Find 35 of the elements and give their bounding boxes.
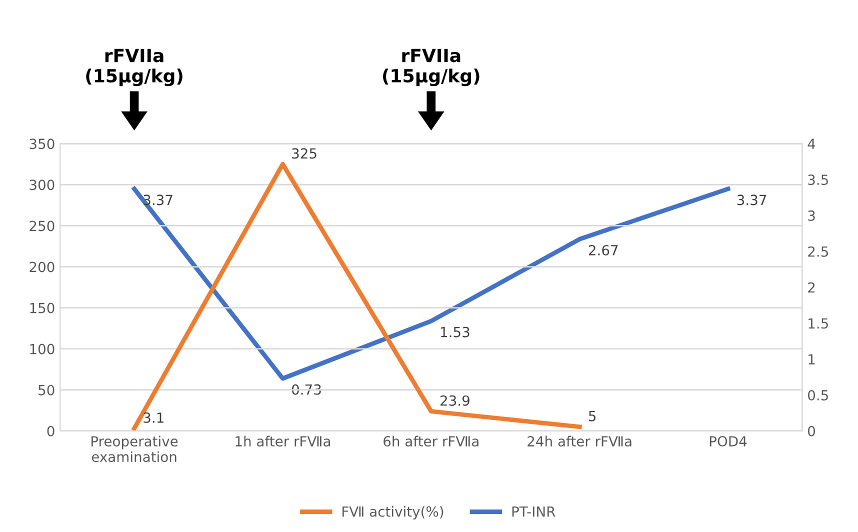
y2-tick-label: 4: [808, 138, 816, 149]
y-tick-label: 250: [30, 220, 54, 232]
y2-tick-label: 2: [808, 282, 815, 293]
text: rFVIIa (15μg/kg): [86, 48, 182, 86]
x-tick-label: 24h after rFⅦa: [528, 436, 632, 447]
x-tick-label: 1h after rFⅦa: [236, 436, 330, 447]
legend-label: PT-INR: [512, 506, 556, 517]
y2-tick-label: 0: [808, 426, 816, 436]
y-tick-label: 350: [30, 138, 54, 150]
y-tick-label: 200: [30, 262, 54, 272]
data-label: 3.1: [144, 412, 164, 423]
x-tick-label: POD4: [710, 436, 747, 447]
text: rFVIIa (15μg/kg): [383, 48, 480, 86]
legend-label: FⅦ activity(%): [342, 506, 444, 520]
y2-tick-label: 0.5: [808, 390, 828, 400]
y-tick-label: 100: [30, 344, 54, 354]
y-tick-label: 50: [38, 384, 54, 396]
data-label: 2.67: [588, 244, 618, 256]
x-tick-label: 6h after rFⅦa: [384, 436, 478, 447]
y2-tick-label: 1: [808, 354, 815, 364]
data-label: 3.37: [737, 194, 766, 206]
line-series: [132, 186, 730, 381]
y-tick-label: 300: [30, 180, 54, 190]
line-series: [132, 162, 582, 431]
data-label: 325: [292, 148, 316, 159]
data-label: 1.53: [441, 326, 470, 338]
x-tick-label: Preoperative examination: [92, 436, 178, 462]
data-label: 23.9: [440, 395, 470, 406]
y-tick-label: 0: [47, 426, 54, 436]
y2-tick-label: 3.5: [808, 174, 828, 186]
y2-tick-label: 3: [808, 210, 815, 221]
y2-tick-label: 1.5: [808, 318, 828, 329]
data-label: 5: [588, 411, 596, 422]
y-tick-label: 150: [30, 302, 54, 314]
y2-tick-label: 2.5: [808, 246, 828, 257]
